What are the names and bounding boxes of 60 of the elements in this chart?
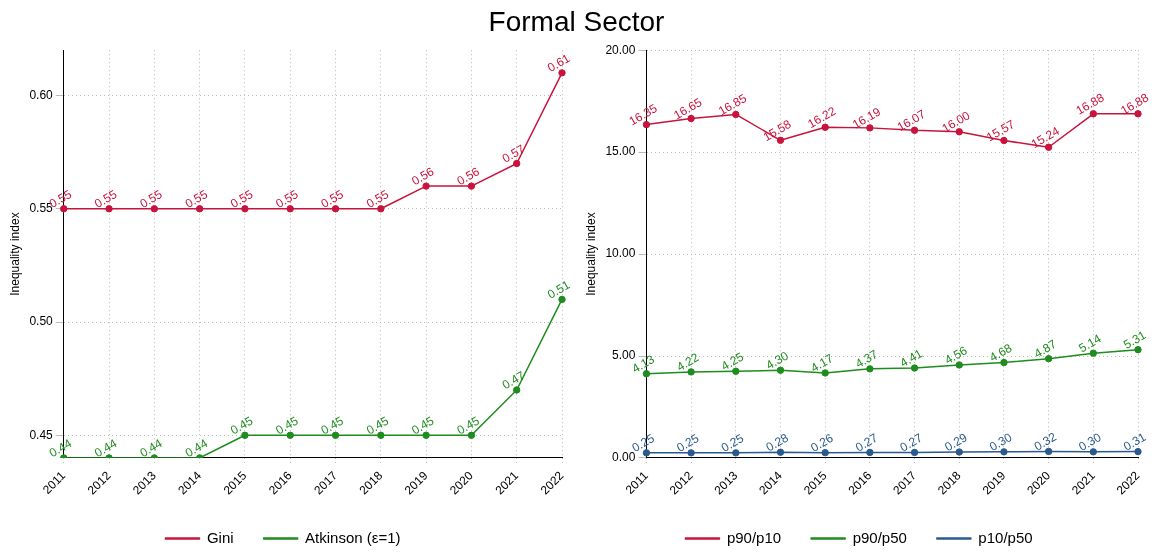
data-label: 0.32 — [1031, 429, 1060, 454]
data-label: 0.28 — [763, 430, 792, 455]
y-tick-label: 5.00 — [612, 348, 636, 363]
y-tick-label: 0.60 — [29, 87, 54, 102]
legend-label: p10/p50 — [978, 528, 1033, 546]
data-label: 4.41 — [897, 346, 926, 371]
data-label: 0.56 — [409, 164, 437, 189]
data-label: 0.57 — [499, 141, 528, 166]
data-label: 0.47 — [499, 368, 528, 393]
data-label: 5.14 — [1076, 331, 1104, 356]
data-label: 0.29 — [942, 430, 970, 455]
data-label: 0.55 — [363, 186, 392, 211]
y-tick-label: 0.00 — [612, 450, 636, 465]
data-label: 0.55 — [92, 186, 120, 211]
data-label: 0.55 — [137, 186, 165, 211]
legend-label: Gini — [206, 528, 234, 546]
y-axis-title: Inequality index — [7, 212, 22, 296]
y-tick-label: 15.00 — [605, 144, 636, 159]
data-label: 0.55 — [227, 186, 256, 211]
data-label: 4.68 — [986, 340, 1015, 365]
legend-label: Atkinson (ε=1) — [305, 528, 401, 546]
y-tick-label: 20.00 — [605, 42, 636, 57]
data-label: 0.44 — [137, 436, 165, 461]
data-label: 0.55 — [318, 186, 347, 211]
data-label: 0.56 — [454, 164, 482, 189]
data-label: 0.44 — [92, 436, 120, 461]
data-label: 0.45 — [318, 413, 347, 438]
data-label: 0.30 — [1076, 429, 1104, 454]
data-label: 0.31 — [1121, 429, 1149, 454]
y-tick-label: 10.00 — [605, 246, 636, 261]
chart-title: Formal Sector — [487, 5, 666, 39]
data-label: 4.37 — [852, 347, 881, 371]
legend-label: p90/p50 — [852, 528, 907, 546]
data-label: 0.25 — [718, 430, 747, 455]
data-label: 0.30 — [986, 429, 1015, 454]
data-label: 0.27 — [897, 430, 926, 455]
data-label: 0.55 — [273, 186, 301, 211]
data-label: 4.30 — [763, 348, 792, 373]
data-label: 0.45 — [273, 413, 301, 438]
data-label: 4.87 — [1031, 336, 1060, 361]
data-label: 4.17 — [808, 351, 836, 376]
data-label: 4.25 — [718, 349, 747, 374]
y-tick-label: 0.45 — [29, 427, 54, 442]
data-label: 0.45 — [363, 413, 392, 438]
data-label: 0.51 — [545, 277, 573, 302]
data-label: 0.55 — [182, 186, 211, 211]
data-label: 0.27 — [852, 430, 881, 455]
y-tick-label: 0.50 — [29, 314, 54, 329]
y-axis-title: Inequality index — [583, 212, 598, 296]
data-label: 4.22 — [674, 350, 702, 375]
data-label: 5.31 — [1121, 327, 1149, 352]
data-label: 4.56 — [942, 343, 970, 368]
data-label: 0.44 — [182, 436, 211, 461]
data-label: 0.45 — [409, 413, 437, 438]
data-label: 0.61 — [545, 51, 573, 75]
legend-label: p90/p10 — [726, 528, 782, 546]
data-label: 0.45 — [454, 413, 482, 438]
data-label: 0.45 — [227, 413, 256, 438]
data-label: 0.25 — [674, 430, 702, 455]
data-label: 0.26 — [808, 430, 836, 455]
